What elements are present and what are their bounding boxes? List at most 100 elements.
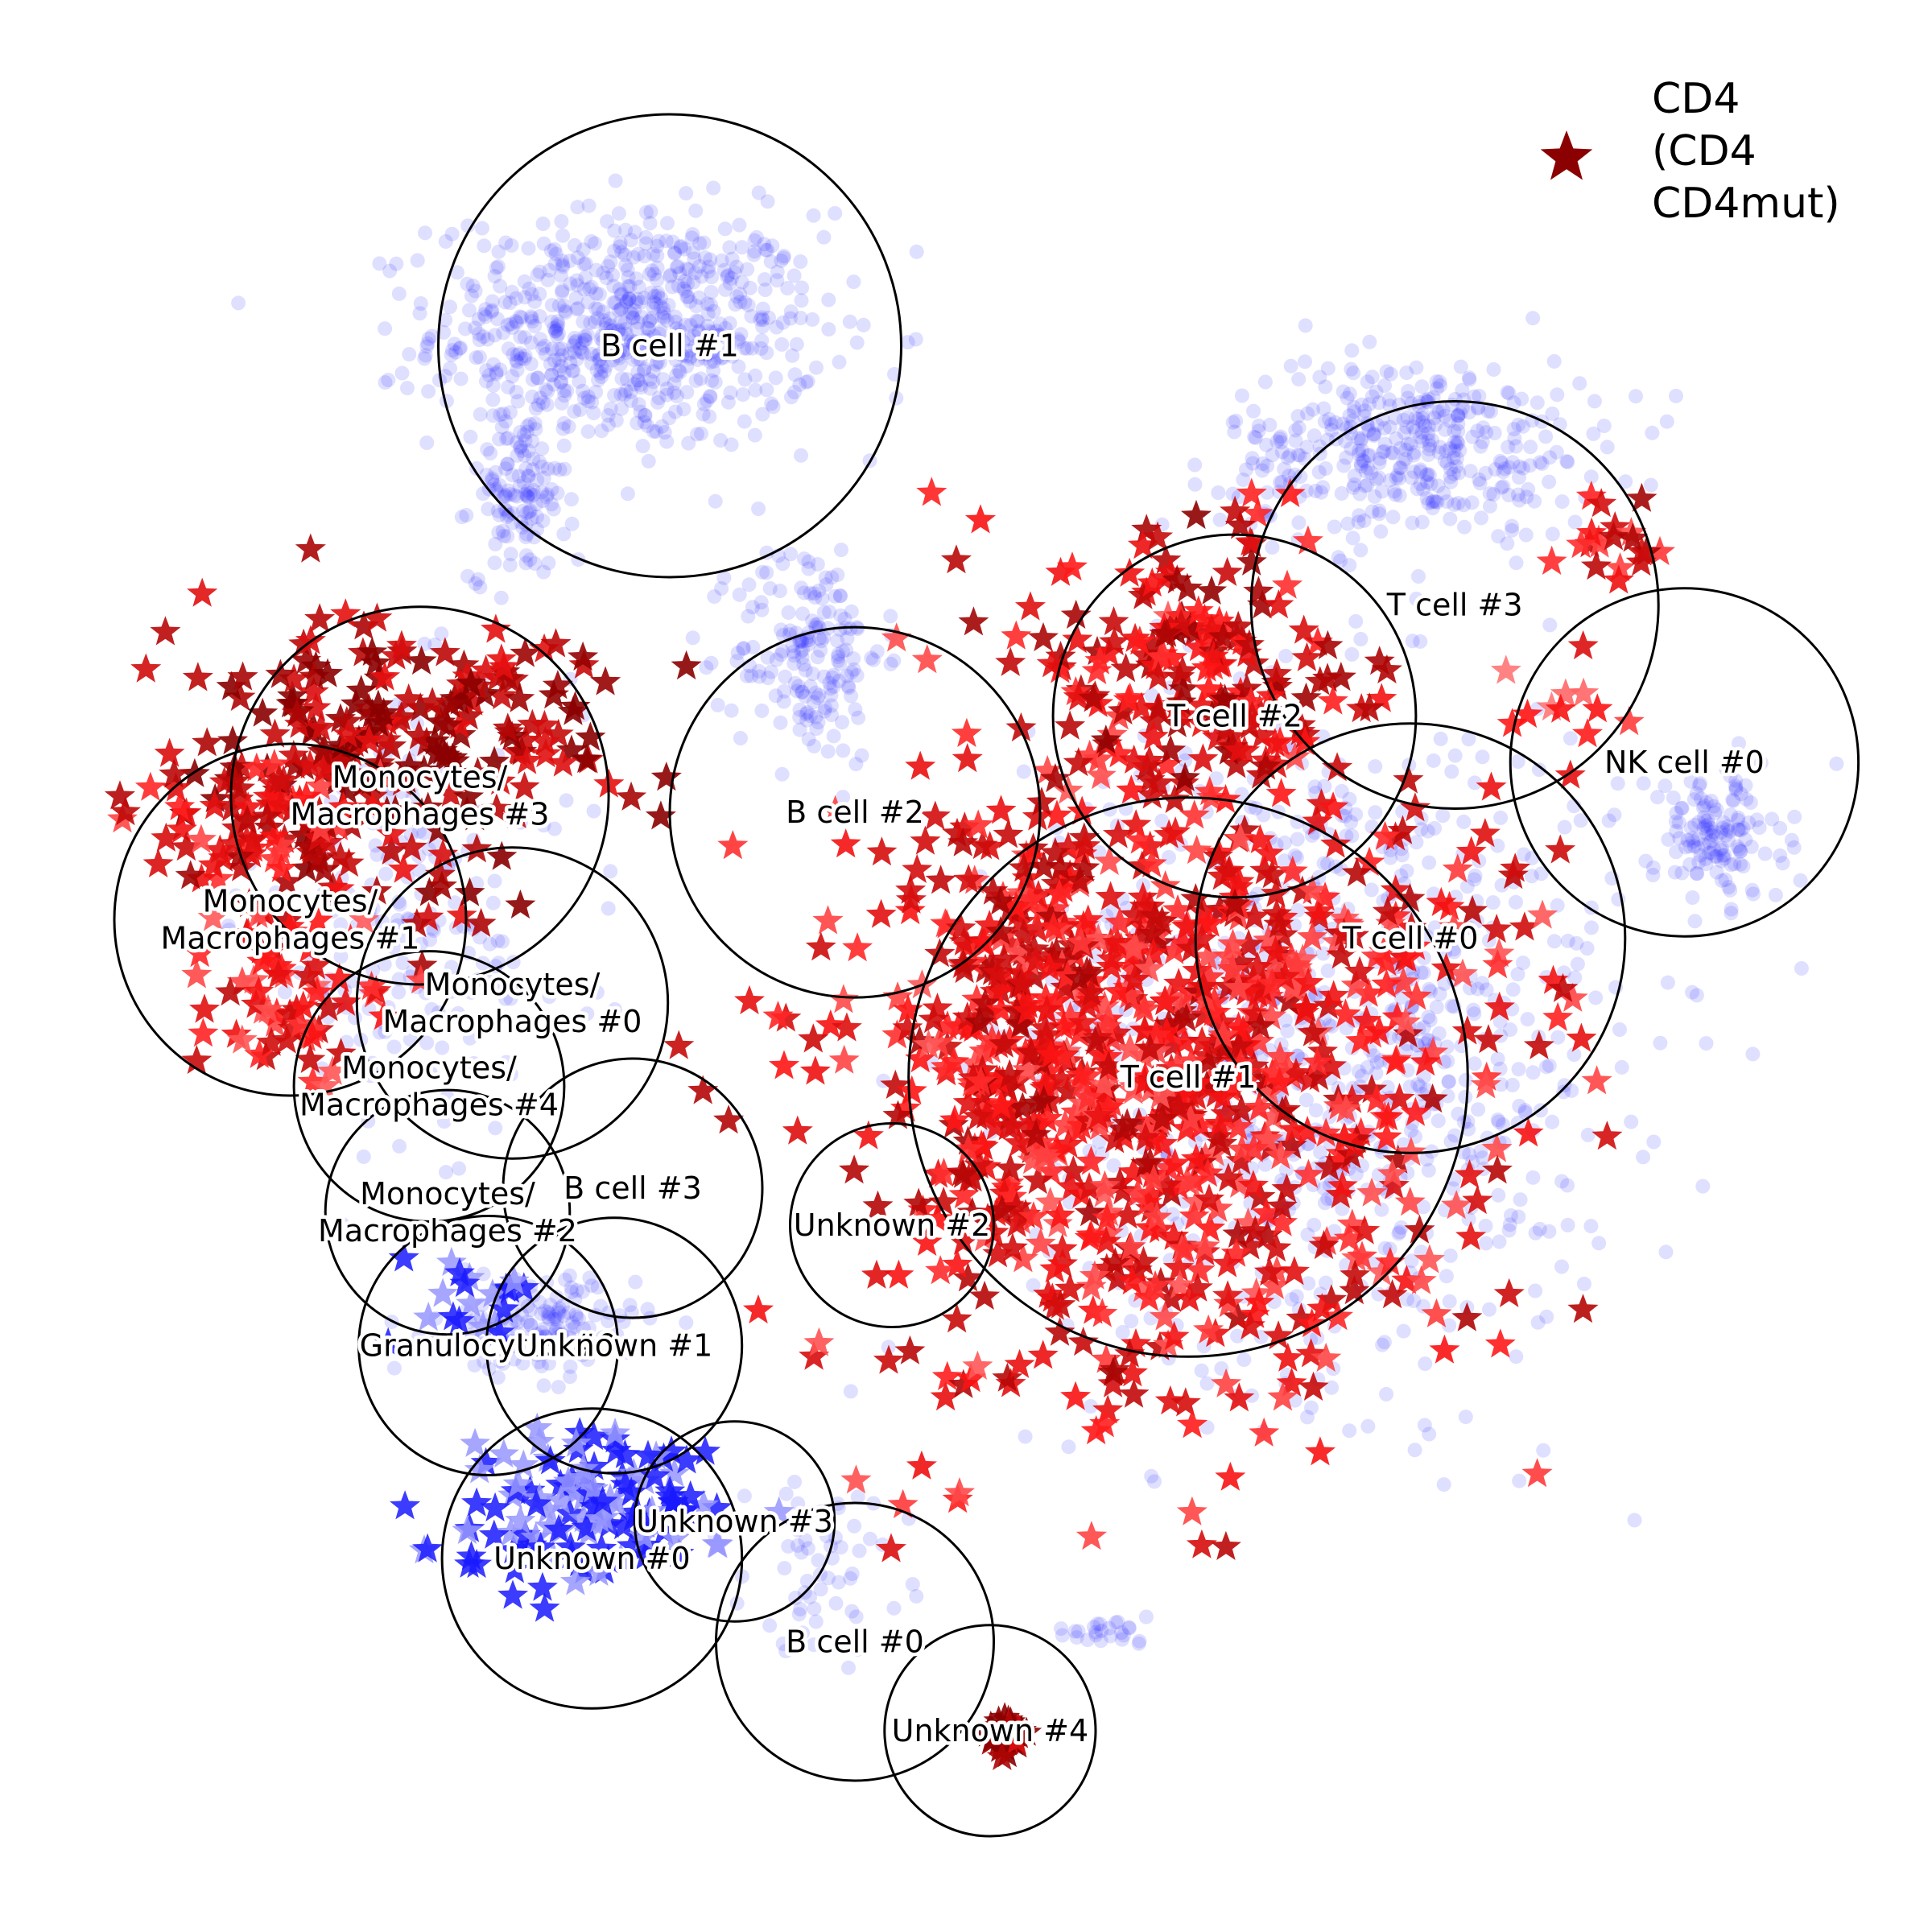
cell-point bbox=[1347, 469, 1362, 484]
cell-point bbox=[1546, 934, 1562, 949]
cell-point bbox=[1273, 475, 1288, 490]
cell-point bbox=[1412, 1079, 1427, 1094]
cell-point bbox=[1421, 447, 1436, 462]
cd4-star-point bbox=[459, 801, 490, 831]
cell-point bbox=[1318, 461, 1333, 476]
cd4-star-point bbox=[1171, 572, 1203, 602]
cd4-star-point bbox=[510, 724, 541, 754]
cell-point bbox=[1178, 745, 1193, 761]
cell-point bbox=[561, 1305, 576, 1320]
cell-point bbox=[668, 314, 683, 329]
cell-point bbox=[862, 1531, 877, 1546]
cd4-star-point bbox=[1183, 595, 1214, 625]
cell-point bbox=[1695, 1179, 1711, 1194]
cell-point bbox=[1700, 822, 1715, 837]
cell-point bbox=[1248, 430, 1263, 445]
cell-point bbox=[549, 322, 564, 337]
cd4-star-point bbox=[1092, 1394, 1124, 1424]
cell-point bbox=[1539, 1309, 1554, 1324]
cd4-star-point bbox=[930, 1381, 961, 1411]
cd4-star-point bbox=[1066, 1179, 1097, 1208]
cell-point bbox=[1305, 402, 1320, 417]
cd4-star-point bbox=[223, 783, 254, 813]
cell-point bbox=[602, 311, 617, 326]
cell-point bbox=[1121, 1620, 1137, 1635]
cell-point bbox=[448, 920, 464, 935]
cd4-star-point bbox=[251, 801, 283, 831]
cell-point bbox=[484, 304, 499, 320]
cd4-star-point bbox=[1260, 935, 1291, 965]
cell-point bbox=[1324, 1380, 1340, 1395]
cell-point bbox=[1542, 1224, 1557, 1239]
cell-point bbox=[511, 469, 526, 484]
cell-point bbox=[1422, 438, 1438, 453]
cd4-star-point bbox=[1333, 909, 1364, 939]
cd4-star-point bbox=[1261, 658, 1292, 687]
cd4-star-point bbox=[1523, 1030, 1554, 1059]
cell-point bbox=[497, 295, 513, 310]
cell-point bbox=[1355, 443, 1370, 458]
cell-point bbox=[638, 345, 654, 360]
cell-point bbox=[525, 434, 540, 448]
cell-point bbox=[1422, 1426, 1437, 1442]
cd4-star-point bbox=[1400, 1096, 1431, 1126]
cell-point bbox=[801, 633, 816, 648]
cell-point bbox=[1236, 1352, 1252, 1368]
cell-point bbox=[522, 281, 537, 296]
cell-point bbox=[649, 424, 664, 440]
cd4-star-point bbox=[1118, 1378, 1150, 1408]
cell-point bbox=[714, 581, 729, 596]
cell-point bbox=[729, 654, 745, 669]
cell-point bbox=[523, 1317, 539, 1332]
cell-point bbox=[649, 296, 663, 312]
cd4-star-point bbox=[571, 743, 602, 774]
cell-point bbox=[1530, 395, 1545, 411]
cell-point bbox=[645, 310, 660, 325]
cell-point bbox=[551, 1380, 566, 1395]
cell-point bbox=[1542, 1058, 1557, 1073]
cell-point bbox=[610, 348, 625, 363]
cell-point bbox=[434, 626, 449, 642]
cd4-star-point bbox=[166, 813, 197, 843]
cell-point bbox=[785, 638, 800, 653]
cell-point bbox=[883, 609, 898, 624]
cell-point bbox=[564, 516, 580, 531]
cd4-star-point bbox=[1192, 941, 1224, 971]
cell-point bbox=[1461, 732, 1476, 747]
cell-point bbox=[614, 371, 630, 386]
cell-point bbox=[507, 1338, 522, 1353]
cell-point bbox=[646, 301, 661, 316]
cell-point bbox=[603, 343, 618, 358]
cell-point bbox=[572, 402, 588, 417]
cd4-star-point bbox=[906, 1450, 937, 1480]
cd4-star-point bbox=[939, 1104, 970, 1134]
cell-point bbox=[557, 299, 572, 313]
cell-point bbox=[569, 1309, 584, 1324]
cd4-star-point bbox=[1066, 927, 1096, 956]
cell-point bbox=[448, 895, 463, 910]
cell-point bbox=[1600, 440, 1615, 455]
negative-star-point bbox=[498, 1265, 530, 1295]
cell-point bbox=[1251, 419, 1266, 433]
cell-point bbox=[612, 239, 627, 254]
cd4-star-point bbox=[1056, 551, 1088, 581]
cell-point bbox=[1356, 454, 1372, 469]
cd4-star-point bbox=[1339, 1129, 1370, 1159]
cell-point bbox=[775, 1636, 791, 1651]
cell-point bbox=[1713, 842, 1728, 857]
cell-point bbox=[744, 308, 759, 324]
cell-point bbox=[1446, 942, 1461, 957]
cell-point bbox=[502, 507, 516, 522]
cell-point bbox=[770, 273, 785, 288]
cd4-star-point bbox=[1356, 1018, 1388, 1048]
cell-point bbox=[1487, 425, 1502, 440]
cd4-star-point bbox=[1001, 1208, 1033, 1237]
cd4-star-point bbox=[1371, 968, 1402, 998]
cell-point bbox=[502, 558, 518, 572]
cd4-star-point bbox=[1215, 1461, 1246, 1491]
cell-point bbox=[1773, 848, 1788, 863]
cd4-star-point bbox=[1203, 1108, 1235, 1137]
cell-point bbox=[1693, 776, 1707, 791]
cell-point bbox=[1519, 489, 1534, 505]
negative-star-point bbox=[521, 1488, 552, 1518]
